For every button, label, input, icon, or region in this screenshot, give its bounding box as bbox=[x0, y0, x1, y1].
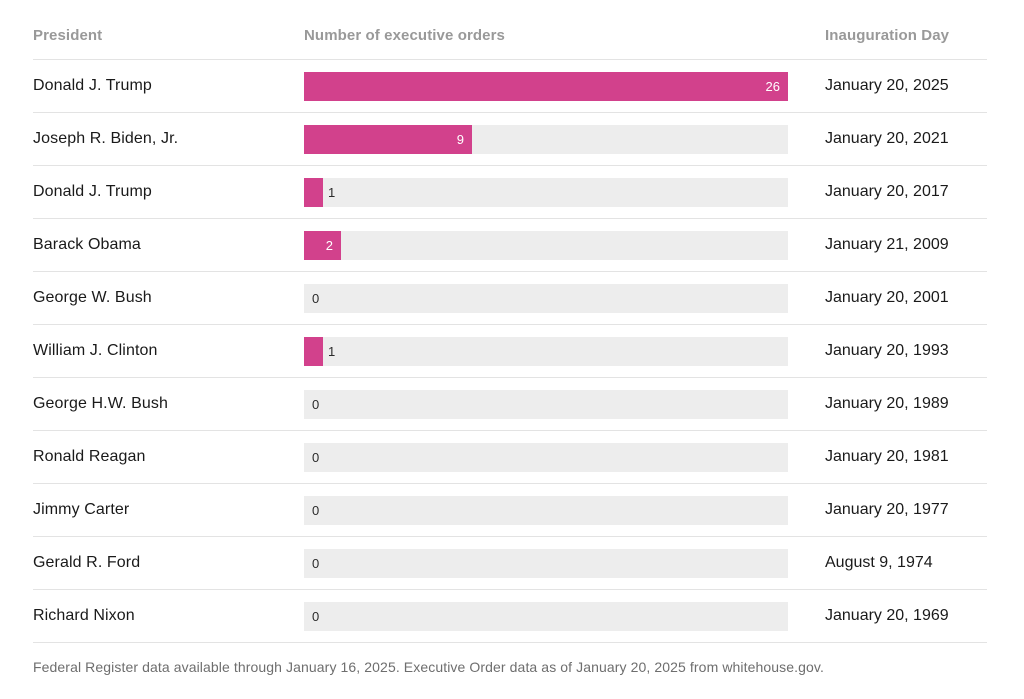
col-header-president: President bbox=[33, 27, 103, 44]
bar-fill bbox=[304, 124, 472, 154]
bar-track: 2 bbox=[304, 230, 788, 260]
bar-value-label: 1 bbox=[328, 343, 336, 359]
president-name: William J. Clinton bbox=[33, 342, 158, 359]
bar-value-label: 0 bbox=[312, 290, 320, 306]
col-header-inauguration-day: Inauguration Day bbox=[825, 27, 950, 44]
bar-cell: 2 bbox=[304, 230, 788, 260]
table-row: George W. Bush 0 January 20, 2001 bbox=[33, 272, 987, 325]
president-name: Gerald R. Ford bbox=[33, 554, 141, 571]
inauguration-date: January 20, 2021 bbox=[825, 130, 949, 147]
inauguration-date: January 20, 2025 bbox=[825, 77, 949, 94]
bar-track: 9 bbox=[304, 124, 788, 154]
president-name: Ronald Reagan bbox=[33, 448, 146, 465]
col-header-executive-orders: Number of executive orders bbox=[304, 27, 505, 44]
bar-cell: 26 bbox=[304, 71, 788, 101]
president-name: Richard Nixon bbox=[33, 607, 135, 624]
president-name: Donald J. Trump bbox=[33, 183, 152, 200]
bar-cell: 0 bbox=[304, 495, 788, 525]
bar-value-label: 2 bbox=[325, 237, 333, 253]
bar-fill bbox=[304, 71, 788, 101]
bar-track: 0 bbox=[304, 548, 788, 578]
bar-track: 1 bbox=[304, 177, 788, 207]
table-row: Gerald R. Ford 0 August 9, 1974 bbox=[33, 537, 987, 590]
inauguration-date: August 9, 1974 bbox=[825, 554, 933, 571]
bar-cell: 9 bbox=[304, 124, 788, 154]
bar-track: 0 bbox=[304, 442, 788, 472]
president-name: Joseph R. Biden, Jr. bbox=[33, 130, 179, 147]
table-row: Ronald Reagan 0 January 20, 1981 bbox=[33, 431, 987, 484]
inauguration-date: January 20, 1981 bbox=[825, 448, 949, 465]
president-name: Barack Obama bbox=[33, 236, 141, 253]
bar-cell: 1 bbox=[304, 336, 788, 366]
bar-value-label: 0 bbox=[312, 449, 320, 465]
bar-cell: 0 bbox=[304, 442, 788, 472]
bar-fill bbox=[304, 336, 323, 366]
president-name: Jimmy Carter bbox=[33, 501, 130, 518]
bar-value-label: 1 bbox=[328, 184, 336, 200]
president-name: Donald J. Trump bbox=[33, 77, 152, 94]
bar-cell: 0 bbox=[304, 601, 788, 631]
table-row: Richard Nixon 0 January 20, 1969 bbox=[33, 590, 987, 643]
bar-value-label: 0 bbox=[312, 555, 320, 571]
bar-value-label: 0 bbox=[312, 502, 320, 518]
bar-value-label: 26 bbox=[765, 78, 780, 94]
bar-value-label: 9 bbox=[456, 131, 464, 147]
inauguration-date: January 20, 1977 bbox=[825, 501, 949, 518]
bar-track: 0 bbox=[304, 283, 788, 313]
inauguration-date: January 20, 1989 bbox=[825, 395, 949, 412]
bar-track: 1 bbox=[304, 336, 788, 366]
bar-cell: 0 bbox=[304, 389, 788, 419]
table-body: Donald J. Trump 26 January 20, 2025 Joseph … bbox=[33, 60, 987, 643]
bar-cell: 1 bbox=[304, 177, 788, 207]
table-row: William J. Clinton 1 January 20, 1993 bbox=[33, 325, 987, 378]
bar-fill bbox=[304, 230, 341, 260]
table-row: Donald J. Trump 26 January 20, 2025 bbox=[33, 60, 987, 113]
table-row: Jimmy Carter 0 January 20, 1977 bbox=[33, 484, 987, 537]
bar-value-label: 0 bbox=[312, 608, 320, 624]
table-header-row: President Number of executive orders Ina… bbox=[33, 20, 987, 60]
bar-track: 0 bbox=[304, 389, 788, 419]
bar-track: 26 bbox=[304, 71, 788, 101]
inauguration-date: January 20, 2001 bbox=[825, 289, 949, 306]
table-row: George H.W. Bush 0 January 20, 1989 bbox=[33, 378, 987, 431]
bar-track: 0 bbox=[304, 601, 788, 631]
president-name: George H.W. Bush bbox=[33, 395, 168, 412]
inauguration-date: January 20, 2017 bbox=[825, 183, 949, 200]
inauguration-date: January 20, 1969 bbox=[825, 607, 949, 624]
bar-cell: 0 bbox=[304, 548, 788, 578]
bar-value-label: 0 bbox=[312, 396, 320, 412]
table-row: Joseph R. Biden, Jr. 9 January 20, 2021 bbox=[33, 113, 987, 166]
bar-fill bbox=[304, 177, 323, 207]
president-name: George W. Bush bbox=[33, 289, 152, 306]
source-footnote: Federal Register data available through … bbox=[33, 659, 824, 675]
inauguration-date: January 20, 1993 bbox=[825, 342, 949, 359]
table-row: Barack Obama 2 January 21, 2009 bbox=[33, 219, 987, 272]
table-row: Donald J. Trump 1 January 20, 2017 bbox=[33, 166, 987, 219]
bar-track: 0 bbox=[304, 495, 788, 525]
inauguration-date: January 21, 2009 bbox=[825, 236, 949, 253]
bar-cell: 0 bbox=[304, 283, 788, 313]
